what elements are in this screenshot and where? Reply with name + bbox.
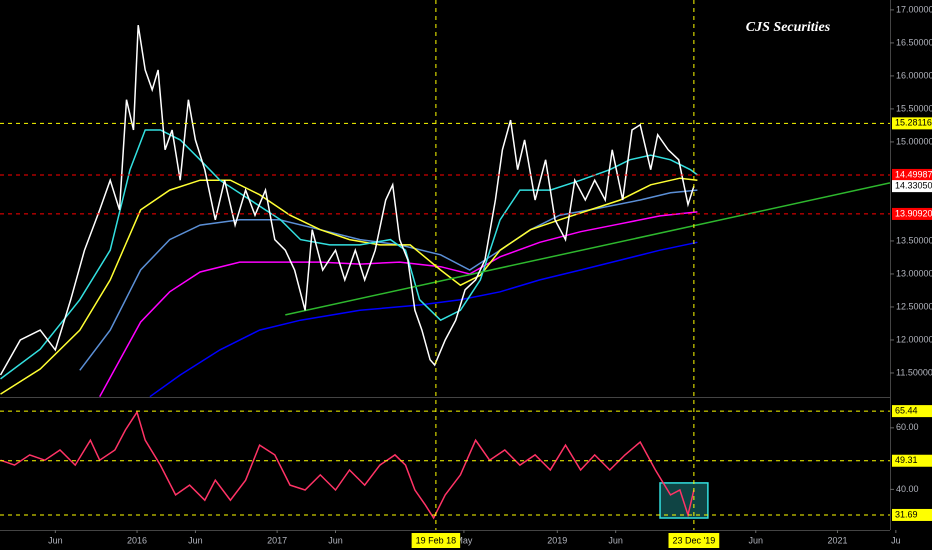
crosshair-label: 19 Feb 18 — [416, 535, 457, 545]
x-tick-label: Jun — [188, 535, 203, 545]
series-line — [99, 211, 698, 398]
x-tick-label: 2019 — [547, 535, 567, 545]
level-label: 65.44 — [895, 405, 918, 415]
crosshair-label-box — [668, 533, 720, 548]
series-line — [79, 189, 698, 371]
y-tick-label: 17.00000 — [896, 4, 932, 14]
series-line — [0, 410, 695, 520]
series-line — [0, 24, 695, 376]
y-tick-label: 15.50000 — [896, 103, 932, 113]
x-tick-label: 2017 — [267, 535, 287, 545]
x-tick-label: Jun — [48, 535, 63, 545]
level-label-box — [892, 405, 932, 418]
last-price-box — [892, 180, 932, 193]
x-tick-label: Ju — [891, 535, 901, 545]
y-tick-label: 13.00000 — [896, 268, 932, 278]
level-label: 13.90920 — [895, 208, 932, 218]
crosshair-label: 23 Dec '19 — [673, 535, 716, 545]
level-label: 31.69 — [895, 509, 918, 519]
x-tick-label: May — [455, 535, 473, 545]
x-tick-label: Jun — [608, 535, 623, 545]
y-tick-label: 60.00 — [896, 422, 919, 432]
series-line — [285, 182, 891, 316]
level-label-box — [892, 207, 932, 220]
level-label-box — [892, 454, 932, 467]
level-label-box — [892, 508, 932, 521]
x-tick-label: 2016 — [127, 535, 147, 545]
series-line — [0, 129, 698, 380]
y-tick-label: 16.50000 — [896, 37, 932, 47]
y-tick-label: 12.50000 — [896, 301, 932, 311]
y-tick-label: 11.50000 — [896, 367, 932, 377]
y-tick-label: 40.00 — [896, 484, 919, 494]
last-price-label: 14.33050 — [895, 180, 932, 190]
x-tick-label: 2021 — [827, 535, 847, 545]
y-tick-label: 16.00000 — [896, 70, 932, 80]
y-tick-label: 15.00000 — [896, 136, 932, 146]
x-tick-label: Jun — [748, 535, 763, 545]
level-label: 15.28116 — [895, 118, 932, 128]
series-line — [0, 177, 698, 395]
crosshair-label-box — [411, 533, 461, 548]
y-tick-label: 13.50000 — [896, 235, 932, 245]
level-label-box — [892, 168, 932, 181]
series-line — [149, 241, 698, 398]
level-label: 49.31 — [895, 455, 918, 465]
level-label: 14.49987 — [895, 169, 932, 179]
level-label-box — [892, 117, 932, 130]
x-tick-label: Jun — [328, 535, 343, 545]
y-tick-label: 12.00000 — [896, 334, 932, 344]
chart-title: CJS Securities — [746, 20, 831, 35]
